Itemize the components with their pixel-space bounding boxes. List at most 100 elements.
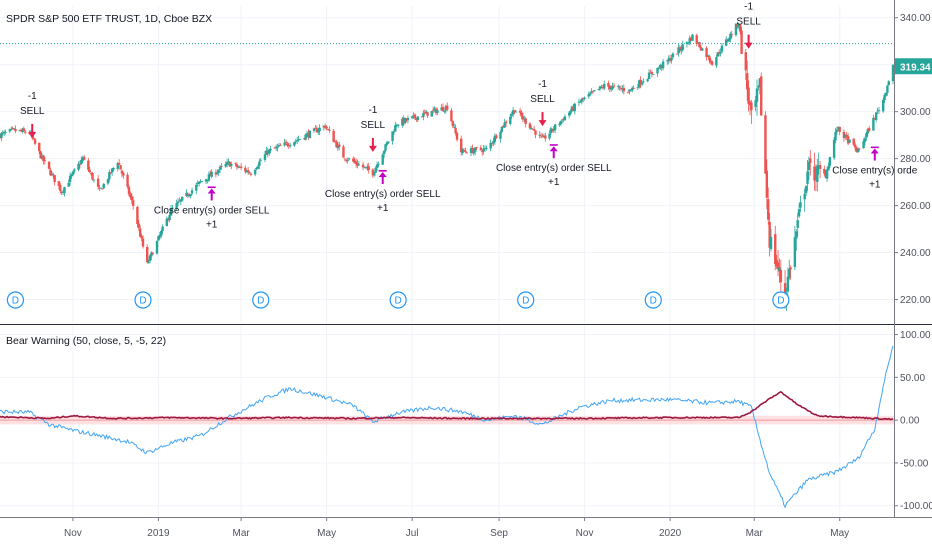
dividend-label: D — [522, 296, 529, 307]
candle-body — [823, 169, 826, 174]
candle-body — [71, 171, 75, 175]
candle-body — [318, 127, 321, 132]
candle-body — [434, 108, 438, 114]
candle-body — [814, 176, 818, 179]
symbol-title[interactable]: SPDR S&P 500 ETF TRUST, 1D, Cboe BZX — [6, 13, 212, 25]
candle-body — [21, 129, 24, 133]
candle-body — [345, 159, 348, 161]
candle-body — [374, 167, 377, 173]
candle-body — [147, 261, 150, 263]
candle-body — [577, 101, 581, 103]
candle-body — [295, 140, 299, 142]
candle-body — [483, 147, 487, 149]
candle-body — [552, 129, 555, 131]
candle-body — [354, 161, 358, 165]
dividend-marker[interactable]: D — [644, 291, 662, 309]
candle-body — [862, 141, 865, 149]
candle-body — [583, 97, 586, 99]
candle-body — [441, 107, 445, 112]
candle-body — [705, 48, 708, 58]
candle-body — [288, 145, 292, 147]
candle-body — [116, 162, 119, 169]
candle-body — [542, 135, 546, 138]
candle-body — [244, 167, 247, 172]
price-pane[interactable] — [0, 6, 894, 324]
candle-body — [98, 187, 101, 189]
price-tick-label: 280.00 — [900, 154, 931, 165]
candle-body — [49, 169, 52, 176]
candle-body — [607, 82, 610, 87]
close-arrow-shaft — [210, 192, 213, 201]
circle-letter-icon — [389, 291, 407, 309]
candle-body — [844, 134, 847, 138]
candle-body — [188, 195, 191, 197]
candle-body — [307, 132, 310, 138]
candle-body — [689, 37, 693, 41]
indicator-title[interactable]: Bear Warning (50, close, 5, -5, 22) — [6, 335, 166, 347]
candle-body — [122, 173, 125, 176]
dividend-marker[interactable]: D — [517, 291, 535, 309]
dividend-marker[interactable]: D — [772, 291, 790, 309]
candle-body — [696, 42, 700, 44]
candle-body — [807, 161, 811, 170]
candle-body — [160, 231, 163, 236]
dividend-marker[interactable]: D — [134, 291, 152, 309]
indicator-axis[interactable]: 100.00 50.00 0.00 -50.00 -100.00 — [894, 330, 932, 512]
close-arrow-head — [378, 172, 387, 178]
candle-body — [91, 173, 94, 180]
candle-body — [647, 72, 651, 79]
candle-body — [141, 238, 145, 247]
candle-body — [631, 87, 634, 91]
candle-body — [734, 23, 738, 36]
candle-body — [513, 110, 516, 113]
candle-body — [813, 166, 816, 181]
candle-body — [119, 165, 122, 170]
trade-markers: -1 SELL Close entry(s) order SELL +1 -1 SELL C… — [20, 2, 918, 231]
candle-body — [827, 165, 830, 171]
candle-body — [559, 121, 562, 125]
dividend-label: D — [777, 296, 784, 307]
candle-body — [443, 110, 446, 112]
candle-body — [698, 42, 701, 48]
candle-body — [493, 135, 497, 142]
candle-body — [305, 133, 309, 136]
time-axis[interactable]: Nov 2019 Mar May Jul Sep Nov 2020 Mar May — [64, 517, 849, 539]
dividend-marker[interactable]: D — [252, 291, 270, 309]
candle-body — [10, 128, 13, 130]
last-price-badge — [895, 58, 932, 75]
candle-body — [127, 186, 131, 195]
candle-body — [403, 118, 407, 123]
candle-body — [53, 175, 56, 183]
candle-body — [750, 102, 753, 111]
candle-body — [424, 111, 428, 114]
candle-body — [381, 154, 384, 165]
candle-body — [391, 131, 394, 142]
candle-body — [818, 165, 822, 169]
dividend-label: D — [395, 296, 402, 307]
candle-body — [730, 34, 733, 36]
dividend-marker[interactable]: D — [6, 291, 25, 309]
candle-body — [328, 129, 331, 131]
candle-body — [848, 139, 851, 143]
candle-body — [872, 117, 875, 131]
candle-body — [590, 91, 593, 93]
dividend-marker[interactable]: D — [389, 291, 407, 309]
candle-body — [754, 100, 757, 107]
candle-body — [454, 127, 457, 134]
candle-body — [573, 103, 576, 112]
close-arrow-shaft — [552, 150, 555, 159]
candle-body — [106, 179, 110, 184]
price-tick-label: 340.00 — [900, 13, 931, 24]
candle-body — [858, 148, 861, 150]
candle-body — [412, 115, 415, 116]
candle-body — [235, 164, 239, 168]
price-axis[interactable]: 340.00320.00300.00280.00260.00240.00220.… — [894, 13, 932, 306]
candle-body — [708, 56, 711, 61]
candle-body — [451, 120, 455, 127]
candle-body — [171, 207, 174, 209]
candle-body — [422, 113, 425, 117]
sell-label: SELL — [530, 94, 555, 105]
candle-body — [267, 149, 271, 154]
candle-body — [523, 118, 526, 120]
